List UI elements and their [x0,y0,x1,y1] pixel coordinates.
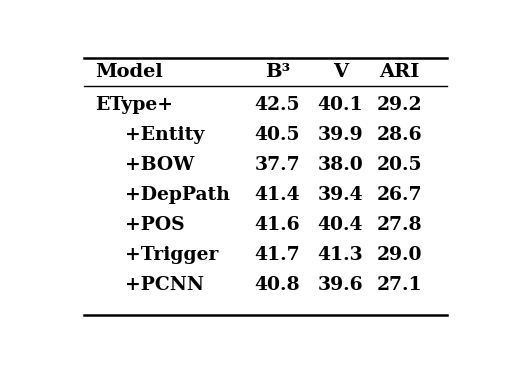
Text: +POS: +POS [125,216,184,234]
Text: 37.7: 37.7 [254,156,299,174]
Text: 39.4: 39.4 [317,186,362,204]
Text: +Entity: +Entity [125,126,204,144]
Text: 29.2: 29.2 [376,96,421,114]
Text: 28.6: 28.6 [376,126,421,144]
Text: B³: B³ [264,63,289,81]
Text: 42.5: 42.5 [254,96,299,114]
Text: +DepPath: +DepPath [125,186,230,204]
Text: 40.4: 40.4 [317,216,362,234]
Text: 39.9: 39.9 [317,126,362,144]
Text: V: V [332,63,347,81]
Text: 20.5: 20.5 [376,156,421,174]
Text: 27.8: 27.8 [376,216,421,234]
Text: ARI: ARI [379,63,419,81]
Text: EType+: EType+ [95,96,173,114]
Text: 41.7: 41.7 [254,246,299,264]
Text: +BOW: +BOW [125,156,194,174]
Text: 41.4: 41.4 [254,186,299,204]
Text: +PCNN: +PCNN [125,276,204,294]
Text: 40.5: 40.5 [254,126,299,144]
Text: 39.6: 39.6 [317,276,362,294]
Text: 40.1: 40.1 [317,96,362,114]
Text: 41.6: 41.6 [254,216,299,234]
Text: 41.3: 41.3 [317,246,362,264]
Text: 27.1: 27.1 [376,276,421,294]
Text: 26.7: 26.7 [376,186,421,204]
Text: 29.0: 29.0 [376,246,421,264]
Text: 40.8: 40.8 [254,276,299,294]
Text: 38.0: 38.0 [317,156,362,174]
Text: +Trigger: +Trigger [125,246,218,264]
Text: Model: Model [95,63,163,81]
